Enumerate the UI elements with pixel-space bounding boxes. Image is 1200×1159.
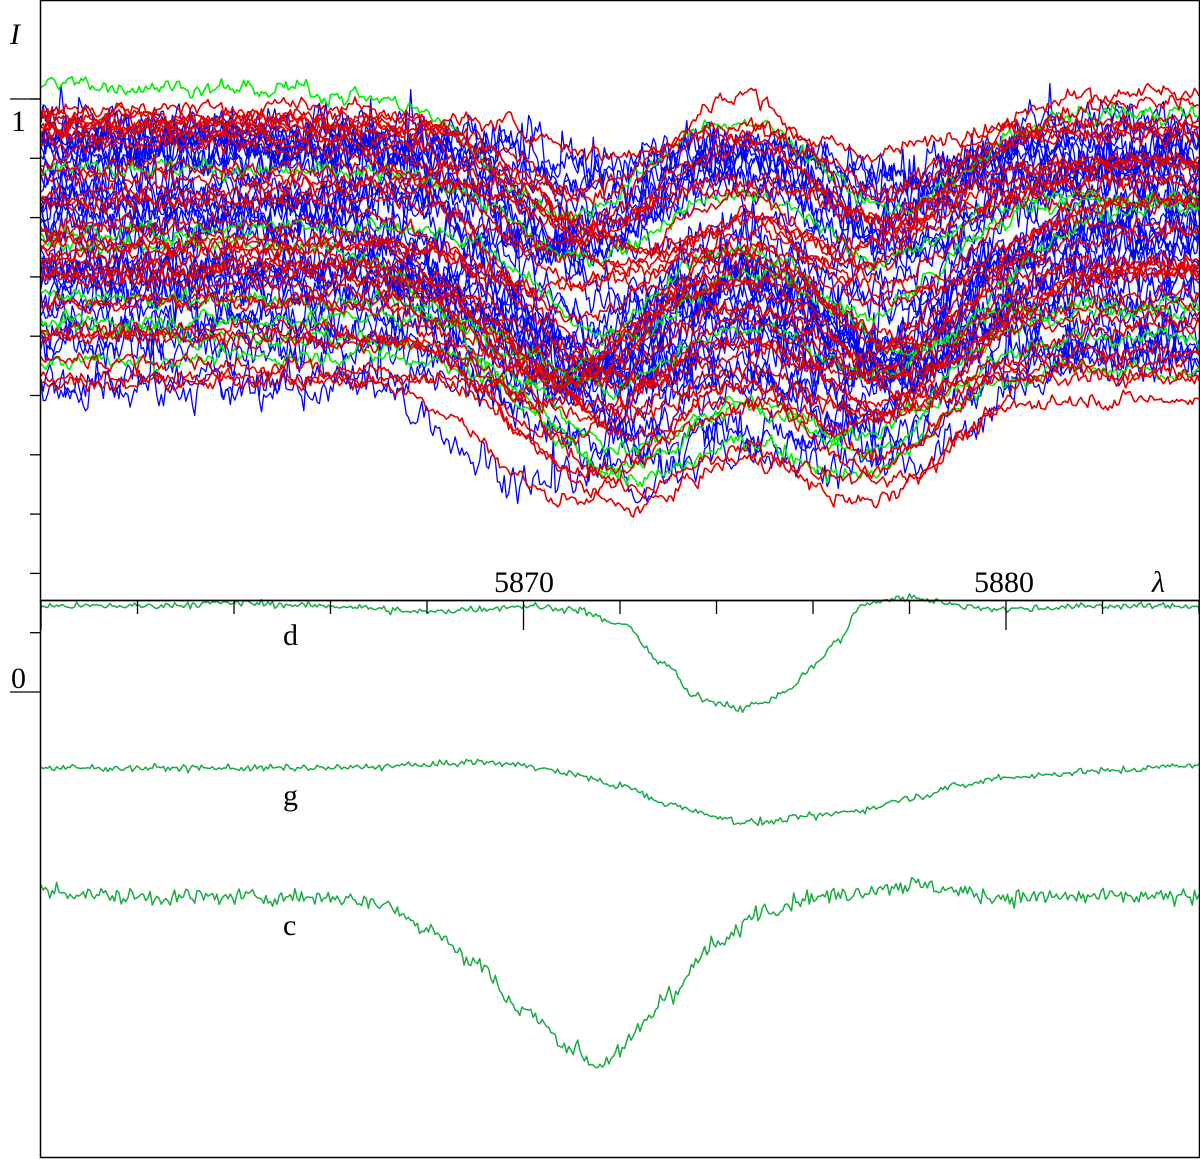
top-spectrum-35 [40,287,1200,456]
top-spectrum-65 [40,247,1200,411]
bottom-panel-frame [39,599,1200,1159]
x-axis-label: λ [1151,566,1165,599]
y-axis-ticks [30,98,41,634]
top-spectrum-62 [40,318,1200,479]
top-spectrum-57 [40,108,1200,203]
top-spectrum-70 [40,231,1200,391]
top-spectrum-67 [40,119,1200,292]
top-spectrum-73 [40,110,1200,305]
top-spectrum-68 [40,219,1200,391]
series-label-g: g [283,779,298,812]
top-spectrum-37 [40,75,1200,222]
top-spectrum-42 [40,134,1200,323]
top-spectrum-26 [40,116,1200,290]
top-spectrum-66 [40,352,1200,518]
top-spectrum-61 [40,321,1200,421]
top-spectrum-69 [40,367,1200,436]
difference-spectrum-g [40,758,1200,827]
y-tick-label-1: 1 [11,105,26,138]
top-spectrum-39 [40,157,1200,270]
top-spectrum-50 [40,191,1200,389]
top-spectrum-64 [40,101,1200,163]
y-tick-label-0: 0 [11,662,26,695]
series-label-c: c [283,909,296,942]
labels: I 1 5870 5880 λ 0 d g c [9,18,1165,942]
top-spectrum-72 [40,269,1200,412]
bottom-panel-spectra [40,593,1200,1069]
top-spectrum-71 [40,326,1200,500]
top-spectrum-41 [40,294,1200,401]
x-axis-ticks [40,601,1200,630]
top-spectrum-45 [40,94,1200,263]
top-spectrum-52 [40,166,1200,258]
y-axis-label: I [9,18,22,51]
top-spectrum-58 [40,151,1200,237]
top-spectrum-30 [40,142,1200,314]
x-tick-label-5880: 5880 [974,566,1034,599]
x-tick-label-5870: 5870 [494,566,554,599]
top-spectrum-49 [40,230,1200,301]
top-spectrum-63 [40,155,1200,261]
top-panel-spectra [40,75,1200,518]
top-spectrum-60 [40,171,1200,254]
series-label-d: d [283,619,298,652]
difference-spectrum-c [40,876,1200,1069]
